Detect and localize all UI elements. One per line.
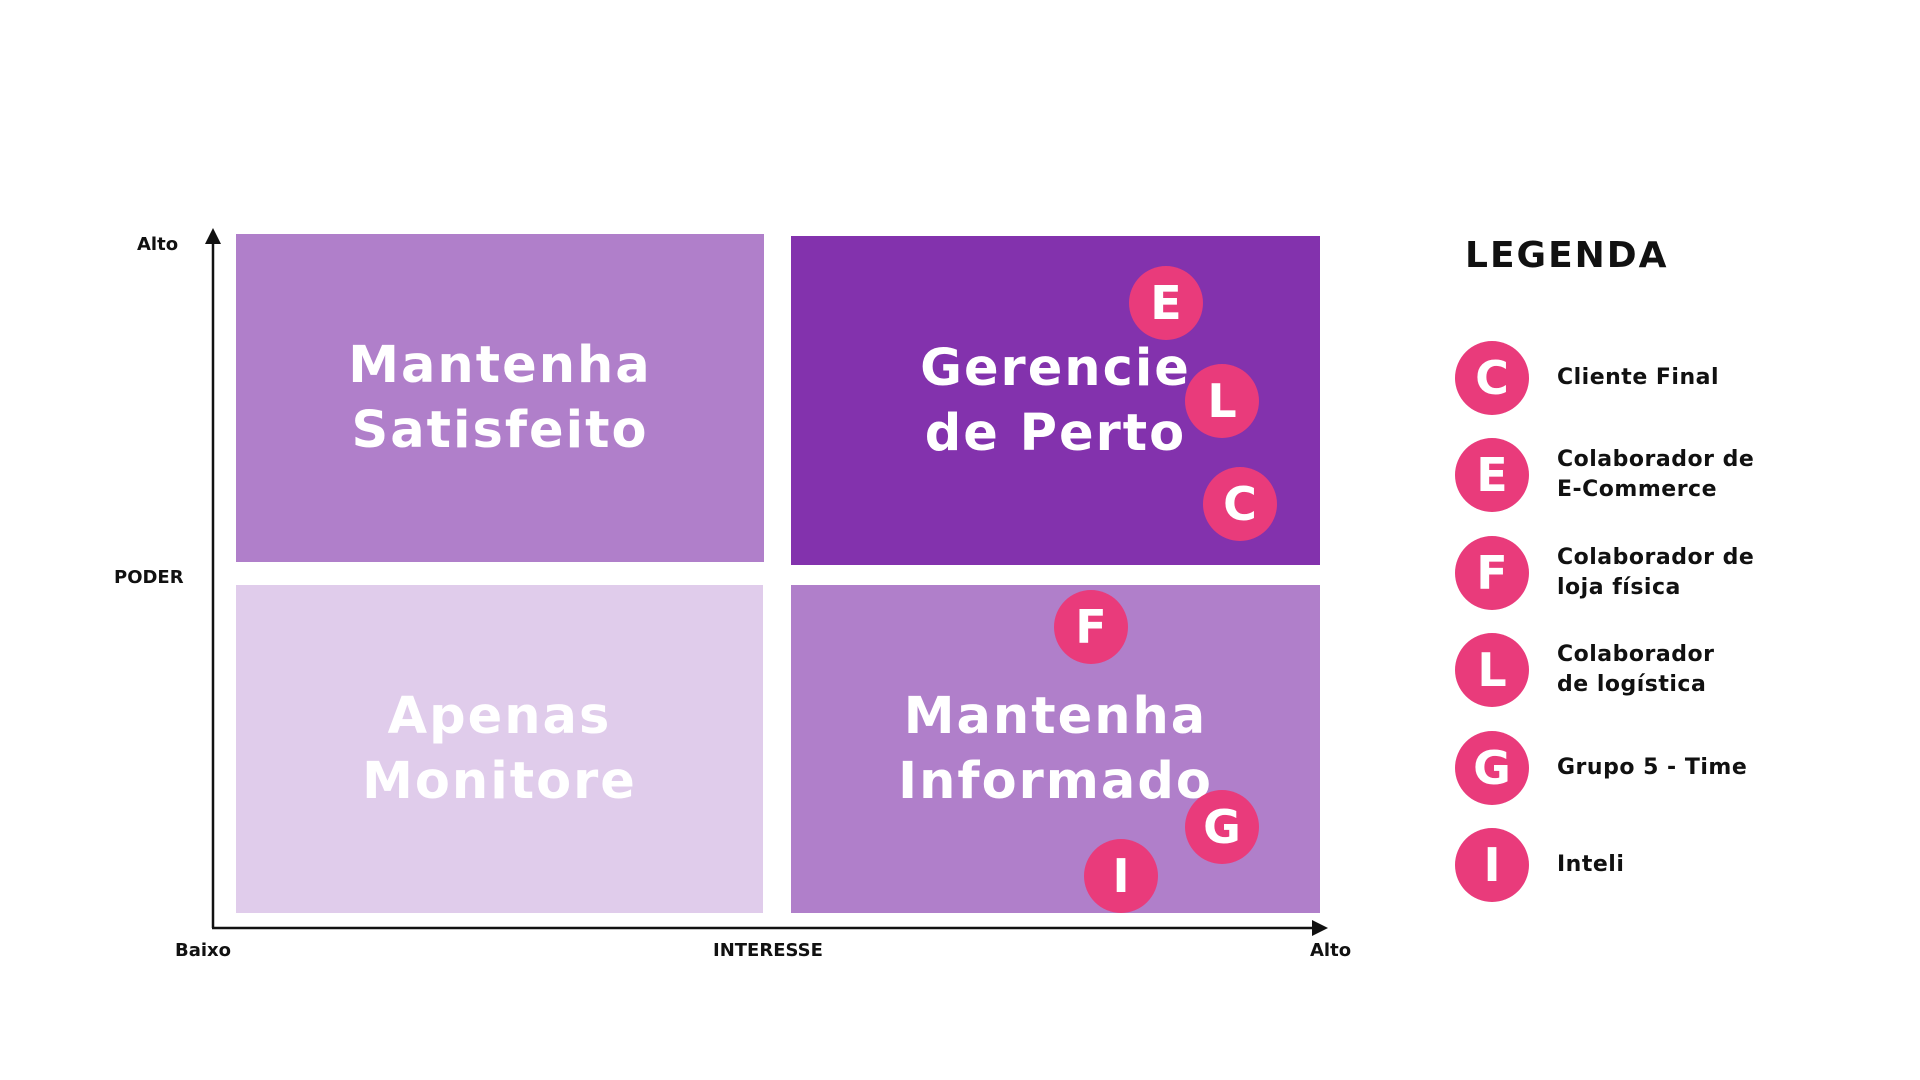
y-axis-title: PODER <box>114 567 184 588</box>
legend-badge: G <box>1455 731 1529 805</box>
legend-label: Colaborador de E-Commerce <box>1557 447 1755 502</box>
legend-item: L Colaborador de logística <box>1455 632 1714 708</box>
legend-badge: E <box>1455 438 1529 512</box>
legend-label: Colaborador de loja física <box>1557 545 1755 600</box>
x-axis-high-label: Alto <box>1310 940 1352 961</box>
x-axis-title: INTERESSE <box>713 940 823 961</box>
legend-label: Cliente Final <box>1557 365 1720 390</box>
legend-label: Inteli <box>1557 852 1625 877</box>
legend-item: E Colaborador de E-Commerce <box>1455 437 1754 513</box>
y-axis-high-label: Alto <box>137 234 179 255</box>
quadrant-monitor: Apenas Monitore <box>236 585 763 913</box>
marker-e-commerce: E <box>1129 266 1203 340</box>
quadrant-monitor-title: Apenas Monitore <box>362 687 637 811</box>
legend-item: G Grupo 5 - Time <box>1455 730 1747 806</box>
quadrant-keep-informed-title: Mantenha Informado <box>898 687 1213 811</box>
legend-item: F Colaborador de loja física <box>1455 535 1754 611</box>
legend-badge: I <box>1455 828 1529 902</box>
marker-client: C <box>1203 467 1277 541</box>
legend-item: I Inteli <box>1455 827 1624 903</box>
marker-logistics: L <box>1185 364 1259 438</box>
legend-item: C Cliente Final <box>1455 340 1719 416</box>
marker-inteli: I <box>1084 839 1158 913</box>
legend-label: Grupo 5 - Time <box>1557 755 1748 780</box>
marker-group-5: G <box>1185 790 1259 864</box>
quadrant-keep-satisfied: Mantenha Satisfeito <box>236 234 764 562</box>
legend-badge: F <box>1455 536 1529 610</box>
legend-title: LEGENDA <box>1465 235 1669 276</box>
legend-badge: C <box>1455 341 1529 415</box>
legend-label: Colaborador de logística <box>1557 642 1715 697</box>
x-axis-low-label: Baixo <box>175 940 232 961</box>
x-axis-arrowhead <box>1312 920 1328 936</box>
y-axis-arrowhead <box>205 228 221 244</box>
legend-badge: L <box>1455 633 1529 707</box>
marker-physical-store: F <box>1054 590 1128 664</box>
quadrant-keep-satisfied-title: Mantenha Satisfeito <box>348 336 652 460</box>
quadrant-manage-closely-title: Gerencie de Perto <box>920 338 1191 463</box>
